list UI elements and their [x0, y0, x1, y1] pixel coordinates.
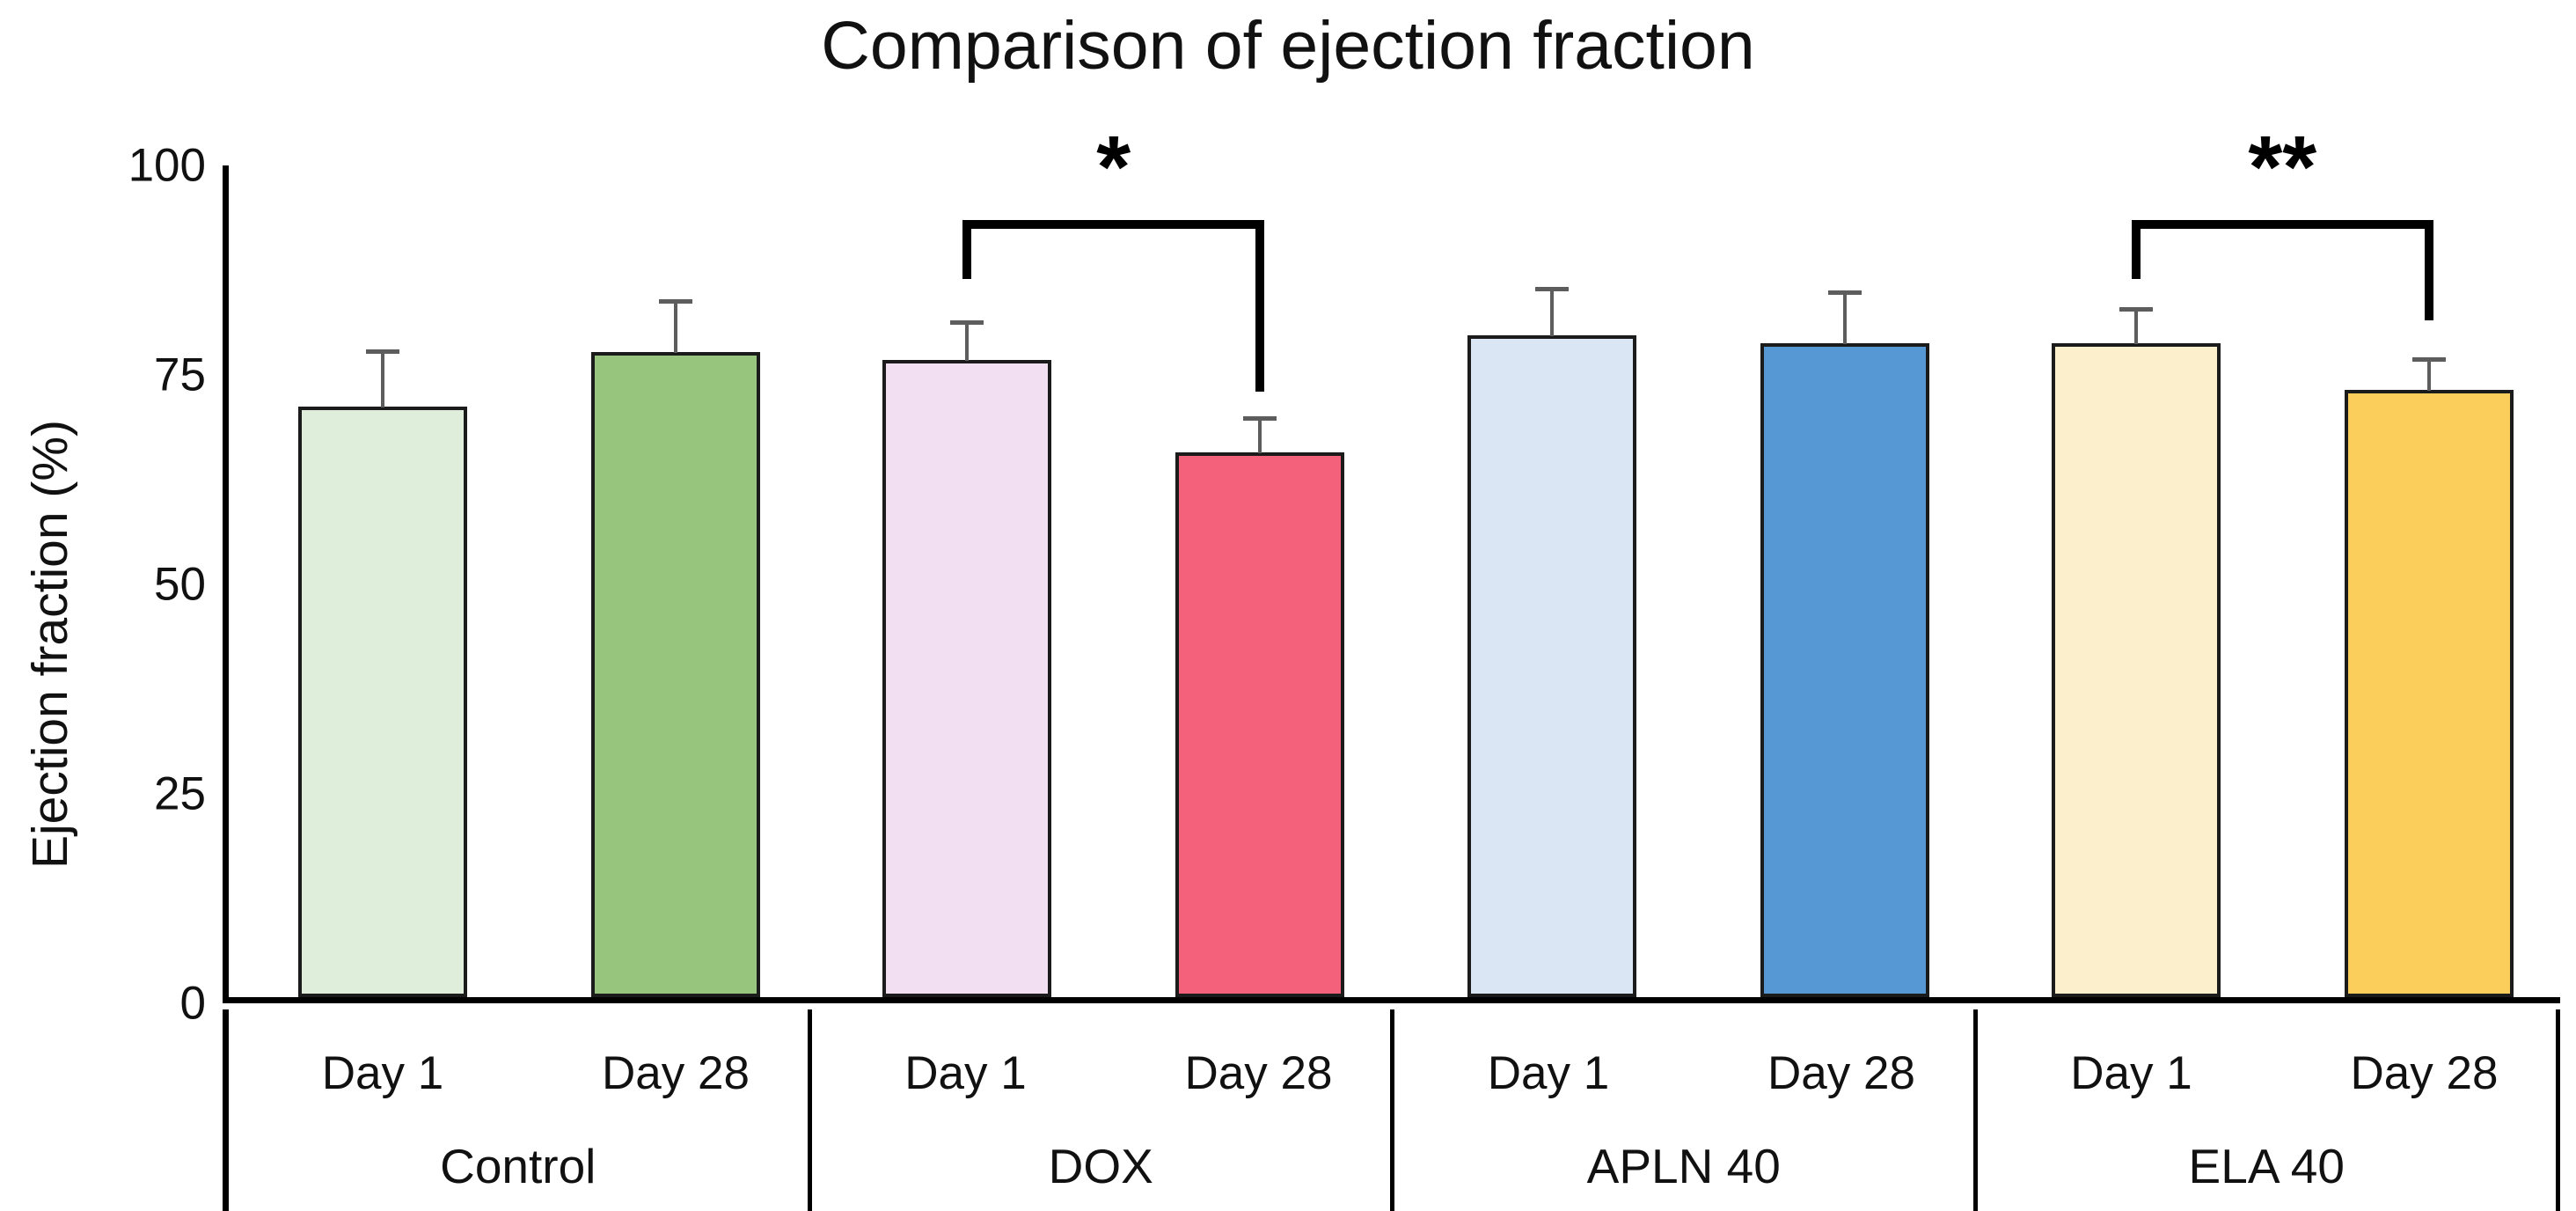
error-bar-cap — [366, 349, 399, 354]
day-label: Day 1 — [1487, 1047, 1610, 1099]
group-label: Control — [440, 1139, 596, 1193]
group-label: DOX — [1048, 1139, 1153, 1193]
group-cell: Day 1 Day 28 DOX — [812, 1009, 1394, 1211]
y-tick-label: 100 — [128, 139, 206, 192]
significance-bracket — [2131, 219, 2433, 229]
bar — [1467, 334, 1636, 997]
day-label: Day 1 — [2070, 1047, 2192, 1099]
significance-bracket — [962, 219, 1265, 229]
error-bar-cap — [1534, 286, 1569, 291]
group-cell: Day 1 Day 28 ELA 40 — [1978, 1009, 2560, 1211]
error-bar-cap — [659, 298, 692, 304]
error-bar-cap — [2411, 357, 2446, 363]
error-bar — [674, 302, 677, 353]
significance-bracket-arm — [962, 219, 972, 279]
day-label: Day 28 — [1184, 1047, 1333, 1099]
significance-label: * — [1096, 117, 1131, 217]
y-tick-label: 0 — [179, 977, 206, 1030]
error-bar — [2426, 361, 2431, 391]
error-bar — [381, 352, 384, 407]
bar — [591, 351, 760, 997]
bar — [882, 360, 1052, 997]
y-tick-label: 75 — [154, 349, 206, 401]
y-tick-label: 25 — [154, 767, 206, 820]
group-label: ELA 40 — [2188, 1139, 2345, 1193]
y-axis-label: Ejection fraction (%) — [22, 419, 78, 870]
day-label: Day 1 — [321, 1047, 444, 1099]
error-bar-cap — [1827, 290, 1862, 296]
day-label: Day 28 — [1767, 1047, 1915, 1099]
significance-label: ** — [2248, 117, 2317, 217]
error-bar — [1842, 294, 1847, 345]
bar — [2051, 343, 2221, 997]
error-bar — [1549, 290, 1554, 336]
error-bar — [2133, 311, 2138, 345]
plot-area: 0 25 50 75 100 * ** — [128, 123, 2560, 1030]
significance-bracket-arm — [2424, 219, 2433, 321]
day-label: Day 28 — [2350, 1047, 2499, 1099]
x-axis-category-table: Day 1 Day 28 Control Day 1 Day 28 DOX Day 1 Day… — [223, 1009, 2560, 1211]
bar — [298, 406, 467, 997]
error-bar — [1258, 420, 1262, 454]
bar — [2344, 389, 2514, 997]
error-bar — [965, 323, 970, 362]
bar — [1175, 452, 1345, 997]
day-label: Day 1 — [904, 1047, 1027, 1099]
group-label: APLN 40 — [1586, 1139, 1781, 1193]
y-tick-label: 50 — [154, 558, 206, 611]
error-bar-cap — [950, 319, 984, 325]
significance-bracket-arm — [1255, 219, 1265, 393]
error-bar-cap — [2119, 307, 2153, 312]
chart-title: Comparison of ejection fraction — [821, 8, 1755, 84]
group-cell: Day 1 Day 28 APLN 40 — [1394, 1009, 1978, 1211]
bar — [1760, 343, 1929, 997]
error-bar-cap — [1243, 416, 1277, 422]
group-cell: Day 1 Day 28 Control — [229, 1009, 812, 1211]
day-label: Day 28 — [602, 1047, 750, 1099]
significance-bracket-arm — [2131, 219, 2141, 279]
